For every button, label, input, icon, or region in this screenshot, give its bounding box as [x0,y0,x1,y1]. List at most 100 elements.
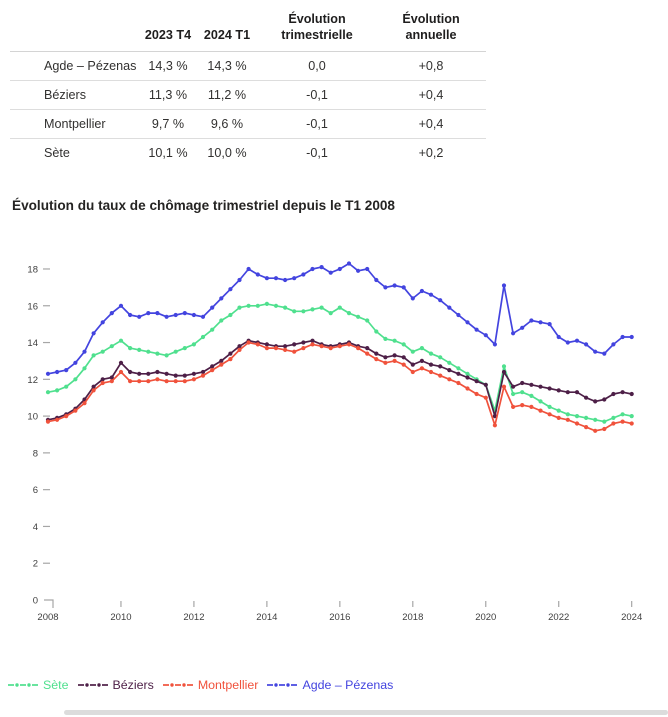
data-point [246,266,251,272]
data-point [401,342,406,347]
data-point [419,288,424,294]
data-point [219,318,224,323]
data-point [510,331,516,336]
data-point [538,384,543,389]
data-point [602,351,607,356]
x-axis-tick-label: 2018 [402,612,423,623]
data-point [438,355,443,360]
data-point [529,393,534,398]
table-cell: +0,8 [376,51,486,82]
axis-origin-corner [44,599,54,608]
data-point [547,322,552,327]
data-point [292,276,297,281]
table-cell: 10,1 % [148,146,188,161]
data-point [556,415,561,420]
legend-item[interactable]: Sète [8,678,69,692]
table-cell: +0,4 [376,109,486,140]
data-point [611,391,616,397]
data-point [283,347,288,352]
data-point [118,303,124,308]
data-point [419,358,424,363]
x-axis-tick-label: 2022 [548,612,569,623]
data-point [155,377,160,382]
data-point [447,305,452,310]
data-point [301,272,306,277]
data-point [264,301,269,306]
data-point [155,351,160,356]
data-point [574,390,580,395]
data-point [173,312,178,318]
data-point [109,379,114,384]
data-point [255,272,260,277]
legend-label: Agde – Pézenas [302,678,394,692]
data-point [401,355,406,360]
data-point [392,358,397,363]
data-point [137,314,142,319]
data-point [538,408,543,413]
data-point [556,334,561,340]
row-label: Montpellier [10,109,140,140]
data-point [200,373,206,378]
column-header: 2023 T4 [140,6,196,53]
data-point [419,346,424,351]
data-point [383,355,388,360]
data-point [182,373,187,378]
data-point [419,366,424,371]
table-cell: -0,1 [306,146,328,161]
data-point [574,421,580,426]
data-point [593,349,598,354]
data-point [374,329,379,334]
data-point [356,268,361,273]
data-point [529,404,534,409]
data-point [410,369,415,375]
data-point [109,375,114,380]
data-point [474,379,479,384]
data-point [319,344,324,349]
data-point [255,342,260,347]
data-point [538,320,543,325]
y-axis-tick-label: 18 [27,264,38,275]
data-point [64,368,69,373]
y-axis-tick-label: 10 [27,412,38,423]
data-point [574,338,580,343]
line-chart: 0 2 4 6 8 10 12 14 16 18 2008 2010 2012 2014 2016 2018 2… [27,261,642,623]
data-point [602,419,607,424]
series-line-agde-p-zenas [47,262,633,375]
data-point [91,388,96,393]
data-point [137,371,142,376]
data-point [273,346,279,351]
data-point [529,318,534,323]
table-row: Béziers 11,3 % 11,2 % -0,1 +0,4 [10,80,486,111]
data-point [629,334,634,340]
legend-item[interactable]: Montpellier [162,678,258,692]
data-point [447,368,452,373]
data-point [155,311,160,316]
data-point [337,344,342,349]
legend-item[interactable]: Béziers [77,678,154,692]
data-point [173,349,178,354]
data-point [109,344,114,349]
data-point [383,285,388,290]
data-point [383,336,388,341]
data-point [501,283,507,288]
data-point [292,349,297,354]
legend-marker-icon [162,683,193,687]
data-point [137,347,142,352]
data-point [365,266,370,272]
row-label: Béziers [10,80,140,111]
x-axis-tick-label: 2024 [621,612,642,623]
row-label: Agde – Pézenas [10,51,140,82]
table-cell: 11,3 % [140,80,196,111]
data-point [428,351,434,356]
horizontal-scrollbar-thumb[interactable] [64,710,668,715]
data-point [73,408,78,413]
data-point [146,349,151,354]
data-point [283,305,288,310]
data-point [620,334,625,340]
data-point [447,377,452,382]
legend-item[interactable]: Agde – Pézenas [267,678,393,692]
row-label: Sète [44,146,70,161]
table-cell: 14,3 % [196,51,258,82]
table-cell: -0,1 [258,109,376,140]
data-point [356,314,361,319]
